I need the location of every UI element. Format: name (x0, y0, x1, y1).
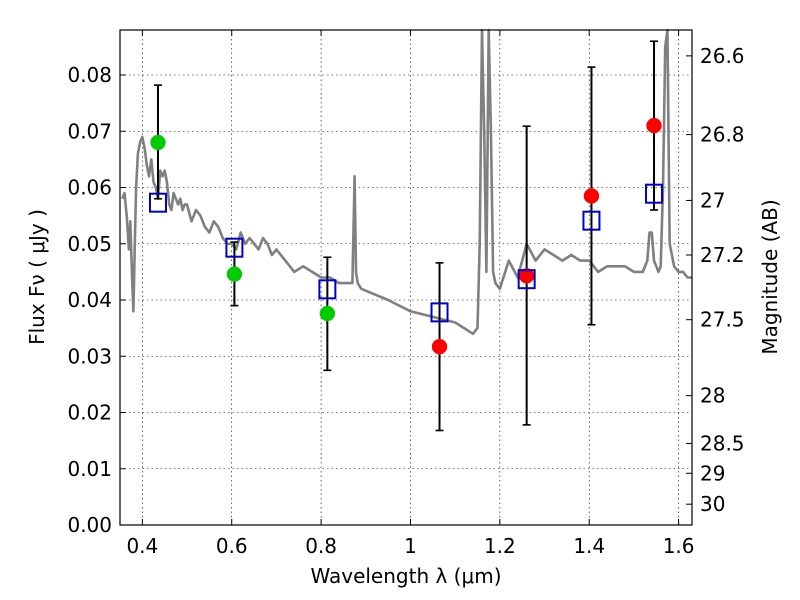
x-tick-label: 1.6 (663, 534, 695, 558)
right-tick-label: 28.5 (700, 431, 745, 455)
y-tick-label: 0.07 (67, 119, 112, 143)
y-axis-label-right: Magnitude (AB) (758, 199, 782, 354)
blue-square-marker (148, 192, 167, 213)
y-tick-label: 0.03 (67, 344, 112, 368)
green-circle-marker (319, 305, 336, 322)
x-tick-label: 0.8 (305, 534, 337, 558)
axis-ticks: 0.4 0.6 0.8 1 1.2 1.4 1.6 0.00 0.01 0.02 0.03 0.04 0… (67, 30, 745, 558)
red-circle-marker (583, 188, 600, 204)
grid-lines (120, 30, 692, 525)
y-axis-label-left: Flux Fν ( μJy ) (25, 209, 49, 345)
markers-layer (148, 117, 664, 355)
sed-model-line (120, 28, 692, 336)
blue-square-marker (582, 210, 601, 231)
y-tick-label: 0.01 (67, 457, 112, 481)
y-axis-label-right-text: Magnitude (AB) (758, 199, 782, 354)
y-axis-label-left-text: Flux Fν ( μJy ) (25, 209, 49, 345)
error-bars-layer (153, 40, 659, 432)
y-tick-label: 0.06 (67, 176, 112, 200)
blue-square-marker (225, 237, 244, 258)
blue-square-marker (430, 302, 449, 323)
right-tick-label: 27.2 (700, 243, 745, 267)
x-tick-label: 1.4 (573, 534, 605, 558)
x-tick-label: 0.4 (126, 534, 158, 558)
y-tick-label: 0.08 (67, 63, 112, 87)
sed-model-layer (120, 28, 692, 336)
x-tick-label: 1.2 (484, 534, 516, 558)
right-tick-label: 27 (700, 188, 725, 212)
y-tick-label: 0.00 (67, 513, 112, 537)
plot-frame (119, 29, 693, 526)
x-tick-label: 1 (404, 534, 417, 558)
red-circle-marker (646, 117, 662, 134)
green-circle-marker (150, 134, 166, 151)
green-circle-marker (226, 266, 243, 282)
blue-square-marker (318, 279, 337, 300)
right-tick-label: 26.6 (700, 44, 745, 68)
x-tick-label: 0.6 (216, 534, 248, 558)
y-tick-label: 0.05 (67, 232, 112, 256)
blue-square-marker (517, 269, 536, 290)
blue-square-marker (645, 183, 664, 204)
right-tick-label: 28 (700, 384, 725, 408)
right-tick-label: 27.5 (700, 308, 745, 332)
right-tick-label: 29 (700, 461, 725, 485)
red-circle-marker (431, 338, 448, 355)
x-axis-label-text: Wavelength λ (μm) (310, 564, 501, 588)
x-axis-label: Wavelength λ (μm) (310, 564, 501, 588)
right-tick-label: 30 (700, 492, 725, 516)
right-tick-label: 26.8 (700, 123, 745, 147)
y-tick-label: 0.02 (67, 401, 112, 425)
y-tick-label: 0.04 (67, 288, 112, 312)
